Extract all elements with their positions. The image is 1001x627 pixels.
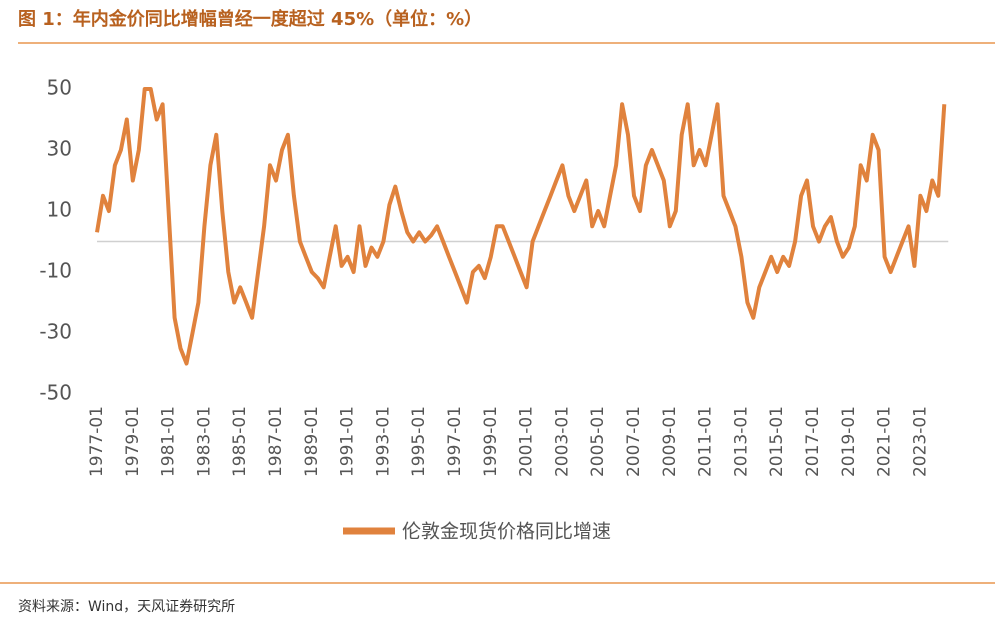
x-tick-label: 2017-01: [803, 406, 823, 477]
x-tick-label: 2005-01: [588, 406, 608, 477]
legend-label: 伦敦金现货价格同比增速: [402, 521, 611, 543]
x-tick-label: 2021-01: [875, 406, 895, 477]
data-line: [95, 87, 947, 366]
x-tick-label: 2013-01: [731, 406, 751, 477]
x-tick-label: 1979-01: [123, 406, 143, 477]
x-tick-label: 1981-01: [159, 406, 179, 477]
y-tick-label: 10: [47, 198, 72, 222]
source: 资料来源：Wind，天风证券研究所: [18, 599, 235, 615]
x-tick-label: 1985-01: [230, 406, 250, 477]
y-tick-label: 50: [47, 76, 72, 100]
x-tick-label: 1983-01: [194, 406, 214, 477]
y-tick-label: -30: [39, 320, 72, 344]
x-tick-label: 2019-01: [839, 406, 859, 477]
x-tick-label: 1989-01: [302, 406, 322, 477]
x-tick-label: 1987-01: [266, 406, 286, 477]
chart-title: 图 1：年内金价同比增幅曾经一度超过 45%（单位：%）: [18, 8, 482, 30]
x-tick-label: 1995-01: [409, 406, 429, 477]
y-tick-label: 30: [47, 137, 72, 161]
x-tick-label: 2007-01: [624, 406, 644, 477]
y-tick-label: -50: [39, 381, 72, 405]
x-tick-label: 1999-01: [481, 406, 501, 477]
x-tick-label: 2023-01: [910, 406, 930, 477]
x-tick-label: 1997-01: [445, 406, 465, 477]
y-tick-label: -10: [39, 259, 72, 283]
x-tick-label: 1993-01: [373, 406, 393, 477]
x-tick-label: 2001-01: [517, 406, 537, 477]
x-tick-label: 2003-01: [552, 406, 572, 477]
x-tick-label: 1991-01: [338, 406, 358, 477]
x-tick-label: 2011-01: [696, 406, 716, 477]
x-tick-label: 2015-01: [767, 406, 787, 477]
x-tick-label: 1977-01: [87, 406, 107, 477]
x-tick-label: 2009-01: [660, 406, 680, 477]
